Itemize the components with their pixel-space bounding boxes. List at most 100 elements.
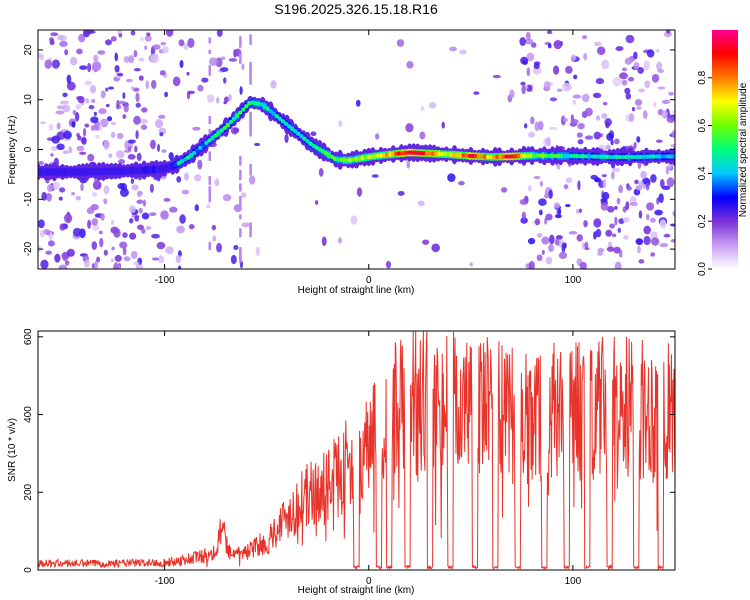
spectrogram-noise-cell [612,167,621,173]
snr-y-tick-label: 0 [23,567,34,573]
spectrogram-noise-cell [108,153,113,159]
spectrogram-trace-core [283,121,289,126]
colorbar-tick-label: 0.6 [697,118,708,132]
spectrogram-noise-cell [127,146,132,152]
spectrogram-noise-cell [534,218,541,226]
spectrogram-noise-cell [656,61,663,72]
spectrogram-noise-cell [624,87,631,95]
spectrogram-trace-core [562,153,567,159]
snr-series-line [38,331,675,570]
spectrogram-noise-cell [99,123,103,132]
spectrogram-noise-cell [563,118,569,122]
spectrogram-noise-cell [110,36,117,42]
spectrogram-noise-cell [659,242,669,248]
spectrogram-trace-core [225,122,231,128]
spectrogram-noise-cell [40,259,49,269]
spectrogram-trace-core [632,154,638,160]
spectrogram-noise-cell [671,130,675,139]
spectrogram-trace-core [201,143,206,148]
spectrogram-noise-cell [88,104,95,110]
spectrogram-noise-cell [46,184,54,193]
spectrogram-noise-cell [547,43,552,49]
spectrogram-noise-cell [43,229,51,235]
spectrogram-noise-cell [625,92,632,100]
spectrogram-trace-core [207,138,212,143]
spectrogram-noise-cell [49,37,54,43]
spectrogram-noise-cell [652,101,657,108]
spectrogram-noise-cell [578,122,583,129]
spectrogram-noise-cell [63,213,73,224]
spectrogram-noise-cell [187,90,196,95]
spectrogram-noise-cell [595,77,605,85]
spectrogram-noise-cell [222,194,232,202]
spectrogram-noise-cell [130,30,136,36]
spectrogram-noise-cell [431,243,440,253]
spectrogram-noise-cell [81,136,87,145]
spectrogram-noise-cell [651,73,660,83]
spectrogram-noise-cell [105,87,109,92]
spectrogram-noise-cell [633,141,637,149]
spectrogram-noise-cell [565,177,573,184]
spectrogram-noise-cell [575,208,580,214]
spectrogram-noise-cell [164,91,169,98]
spectrogram-trace-core [216,130,221,136]
spectrogram-noise-cell [138,207,143,214]
spectrogram-noise-cell [179,60,184,68]
spectrogram-noise-cell [59,100,69,105]
spectrogram-noise-cell [58,196,63,201]
spectrogram-trace-core [198,145,203,151]
spectrogram-noise-cell [254,142,261,147]
spectrogram-noise-cell [188,224,195,230]
spectrogram-noise-cell [554,214,562,219]
spectrogram-noise-cell [68,146,73,154]
spectrogram-noise-cell [48,231,53,242]
spectrogram-noise-cell [524,123,528,129]
spectrogram-noise-cell [645,213,650,221]
spectrogram-noise-cell [119,241,128,249]
spectrogram-trace-core [642,154,647,159]
spectrogram-trace-core [669,154,675,159]
spectrogram-noise-cell [548,126,558,130]
spectrogram-y-ticks: 20 10 0 -10 -20 [23,44,675,256]
spectrogram-noise-cell [122,92,126,99]
spectrogram-trace-core [504,154,509,159]
spectrogram-noise-cell [150,139,156,150]
spectrogram-noise-cell [116,72,124,77]
spectrogram-noise-cell [62,252,68,262]
spectrogram-noise-cell [355,99,361,107]
spectrogram-noise-cell [103,249,108,256]
spectrogram-trace-core [654,154,659,159]
spectrogram-trace-core [559,153,564,159]
spectrogram-trace-core [602,154,607,159]
spectrogram-noise-cell [230,127,239,135]
spectrogram-noise-cell [79,65,88,70]
spectrogram-noise-cell [663,233,671,238]
spectrogram-noise-cell [592,92,602,99]
spectrogram-noise-cell [315,200,319,206]
spectrogram-noise-cell [621,67,628,72]
spectrogram-trace-core [553,153,558,159]
spectrogram-y-axis-label: Frequency (Hz) [7,116,18,185]
spectrogram-noise-cell [422,239,430,245]
spectrogram-noise-cell [621,79,628,86]
spectrogram-noise-cell [136,152,142,162]
spectrogram-noise-cell [638,210,643,219]
spectrogram-noise-cell [223,77,227,84]
spectrogram-noise-cell [562,82,572,92]
spectrogram-noise-cell [197,159,203,170]
spectrogram-noise-cell [611,233,617,238]
spectrogram-noise-cell [233,204,243,212]
spectrogram-noise-cell [131,184,139,191]
spectrogram-noise-cell [96,256,101,263]
spectrogram-trace-core [636,154,641,160]
spectrogram-noise-cell [95,134,100,139]
spectrogram-noise-cell [55,110,65,115]
spectrogram-noise-cell [181,189,190,195]
spectrogram-noise-cell [194,204,199,212]
spectrogram-noise-cell [122,114,127,119]
spectrogram-noise-cell [602,191,610,200]
spectrogram-noise-cell [573,74,578,80]
spectrogram-noise-cell [141,107,148,113]
spectrogram-noise-cell [59,223,66,231]
spectrogram-noise-cell [672,109,675,114]
